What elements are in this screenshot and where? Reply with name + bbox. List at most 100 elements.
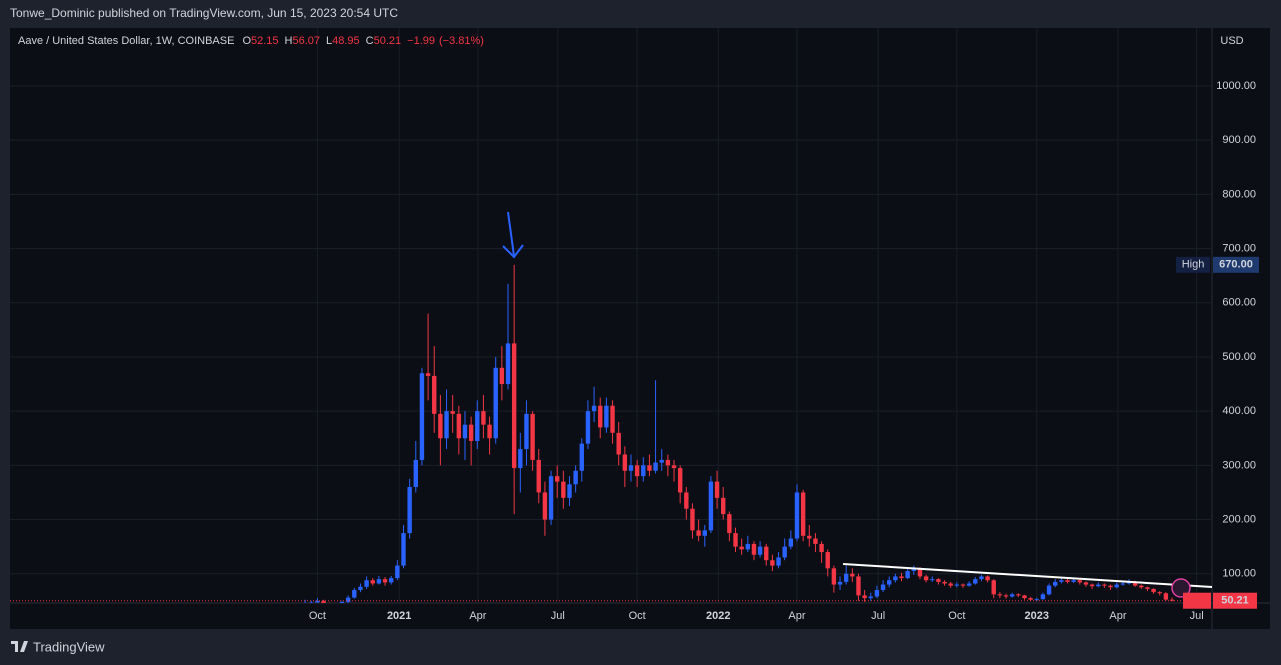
candle-body xyxy=(345,597,351,602)
candle-body xyxy=(671,465,677,469)
candle-body xyxy=(388,578,394,583)
grid xyxy=(10,28,1212,603)
x-tick-label: 2023 xyxy=(1025,610,1049,622)
candle-body xyxy=(837,581,843,585)
candle-body xyxy=(548,476,554,520)
candle-body xyxy=(1034,599,1039,601)
candle-body xyxy=(702,530,707,536)
last-price-label: 50.21 xyxy=(1221,595,1249,607)
candle-body xyxy=(714,481,720,498)
currency-label: USD xyxy=(1220,35,1243,47)
candle-body xyxy=(690,508,695,531)
candle-body xyxy=(591,405,597,412)
candle-body xyxy=(622,454,628,471)
alert-icon xyxy=(1171,578,1191,598)
candle-body xyxy=(511,343,517,469)
candle-body xyxy=(856,576,861,596)
candle-body xyxy=(358,586,363,590)
high-value-box xyxy=(1213,256,1259,273)
legend-value: 52.15 xyxy=(251,35,279,47)
candle-body xyxy=(505,343,511,385)
candle-body xyxy=(1145,587,1150,589)
x-tick-label: Oct xyxy=(309,610,326,622)
candle-body xyxy=(782,546,787,558)
candle-body xyxy=(610,405,615,433)
candle-body xyxy=(1114,584,1119,588)
candle-body xyxy=(1053,581,1058,586)
candle-body xyxy=(468,424,474,441)
candle-body xyxy=(954,584,960,586)
candle-body xyxy=(893,576,898,581)
candle-body xyxy=(1096,584,1101,587)
candle-body xyxy=(942,581,947,584)
candle-body xyxy=(733,533,738,547)
candle-body xyxy=(991,580,996,595)
candle-body xyxy=(616,432,621,455)
x-tick-label: Apr xyxy=(469,610,486,622)
y-tick-label: 200.00 xyxy=(1222,513,1256,525)
x-tick-label: Apr xyxy=(788,610,805,622)
candle-body xyxy=(997,594,1003,596)
candle-body xyxy=(868,596,873,599)
candle-body xyxy=(450,411,455,414)
candle-body xyxy=(708,481,714,531)
candle-body xyxy=(309,602,314,603)
x-tick-label: Jul xyxy=(551,610,565,622)
candle-body xyxy=(1169,599,1175,601)
candle-body xyxy=(696,530,701,536)
candle-body xyxy=(395,565,400,579)
candle-body xyxy=(819,543,824,553)
candle-body xyxy=(555,476,560,482)
chart-area xyxy=(10,28,1270,629)
candle-body xyxy=(911,569,917,572)
y-tick-label: 700.00 xyxy=(1222,242,1256,254)
candle-body xyxy=(407,487,412,534)
candle-body xyxy=(382,579,388,583)
candle-body xyxy=(1022,595,1027,599)
arrow-annotation xyxy=(502,211,524,259)
legend-letter: L xyxy=(326,35,332,47)
candle-body xyxy=(1151,588,1156,593)
candle-body xyxy=(542,492,548,520)
y-tick-label: 100.00 xyxy=(1222,568,1256,580)
y-tick-label: 800.00 xyxy=(1222,188,1256,200)
candle-body xyxy=(665,459,671,466)
high-label: High xyxy=(1182,259,1205,271)
candle-body xyxy=(764,546,769,561)
candle-body xyxy=(1083,582,1089,585)
candle-body xyxy=(874,589,880,597)
y-tick-label: 500.00 xyxy=(1222,351,1256,363)
legend-letter: O xyxy=(242,35,251,47)
candle-body xyxy=(438,413,443,439)
candle-body xyxy=(487,424,492,439)
candle-body xyxy=(905,571,910,579)
footer: TradingView xyxy=(11,639,105,654)
candle-body xyxy=(923,576,929,581)
candle-body xyxy=(677,468,683,493)
candle-body xyxy=(979,576,984,580)
candle-body xyxy=(444,411,449,439)
candle-body xyxy=(628,465,634,471)
high-value-label: 670.00 xyxy=(1219,259,1253,271)
candle-body xyxy=(1046,585,1052,595)
candle-body xyxy=(831,568,837,585)
candle-body xyxy=(739,546,744,550)
candle-body xyxy=(825,552,830,569)
candle-body xyxy=(948,583,953,586)
legend-letter: C xyxy=(366,35,374,47)
candle-body xyxy=(1108,585,1113,588)
candle-body xyxy=(370,580,375,584)
candle-body xyxy=(518,449,523,469)
candle-body xyxy=(966,583,972,586)
candle-body xyxy=(659,459,664,463)
candle-body xyxy=(634,465,640,477)
candle-body xyxy=(745,543,751,550)
candle-body xyxy=(1132,581,1138,586)
legend-title: Aave / United States Dollar, 1W, COINBAS… xyxy=(18,35,234,47)
candle-body xyxy=(604,405,609,428)
y-tick-label: 600.00 xyxy=(1222,297,1256,309)
candle-body xyxy=(721,497,726,515)
candle-body xyxy=(524,413,529,450)
candle-body xyxy=(530,413,535,460)
candle-body xyxy=(1040,594,1046,600)
